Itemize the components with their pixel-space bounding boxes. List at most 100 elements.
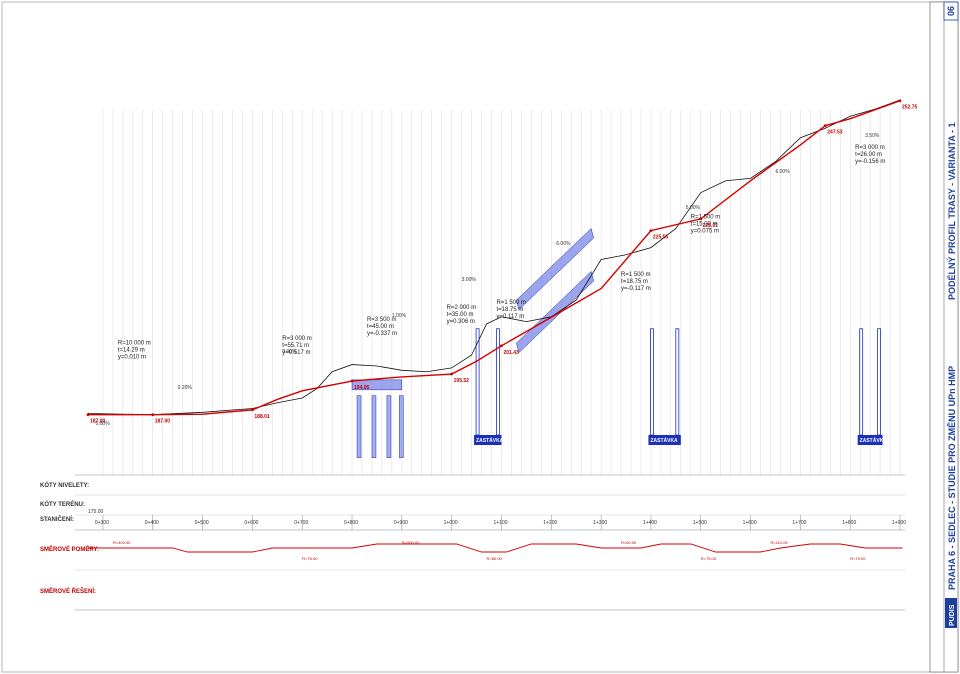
gradient-label: 3.50% [865, 133, 880, 139]
station-label: 1+800 [842, 520, 856, 526]
stop-bar [857, 435, 883, 445]
curve-param: R=2 000 m [447, 305, 477, 311]
station-grid [102, 110, 901, 475]
grade-line [88, 100, 901, 416]
station-label: 1+100 [493, 520, 507, 526]
curve-param: R=3 500 m [367, 317, 397, 323]
grade-polyline [88, 100, 901, 416]
stop-markers: ZASTÁVKA ZASTÁVKA ZASTÁVKA [351, 227, 888, 458]
data-bands: KÓTY NIVELETY: KÓTY TERÉNU: STANIČENÍ: S… [40, 474, 905, 611]
curve-param: t=18.75 m [621, 279, 648, 285]
row-label-teren: KÓTY TERÉNU: [40, 500, 85, 508]
curve-param: R=3 000 m [855, 145, 885, 151]
gradient-label: 5.00% [686, 205, 701, 211]
station-label: 0+900 [394, 520, 408, 526]
sheet-number: 06 [946, 6, 956, 16]
retaining-wall [516, 270, 594, 354]
curve-param: y=0.010 m [118, 355, 146, 361]
station-label: 1+000 [444, 520, 458, 526]
curve-param: R=1 500 m [497, 300, 527, 306]
radius-label: R=75.00 [701, 556, 717, 561]
elevation-label: 195.52 [454, 378, 470, 384]
elevation-label: 252.75 [902, 105, 918, 111]
station-label: 1+700 [792, 520, 806, 526]
curve-param: y=0.517 m [282, 350, 310, 356]
station-label: 1+500 [693, 520, 707, 526]
gradient-label: 6.00% [556, 241, 571, 247]
radius-label: R=500.00 [402, 540, 420, 545]
curve-param: y=-0.117 m [621, 286, 651, 292]
radius-label: R=110.00 [770, 540, 788, 545]
company-name: PUDIS [949, 604, 956, 626]
curve-param: y=0.306 m [447, 319, 475, 325]
elevation-point [500, 344, 503, 348]
radius-label: R=80.00 [487, 556, 503, 561]
station-label: 1+400 [643, 520, 657, 526]
station-label: 0+500 [195, 520, 209, 526]
curve-param: t=18.75 m [497, 307, 524, 313]
curve-param: y=-0.156 m [855, 159, 885, 165]
station-label: 0+700 [294, 520, 308, 526]
stop-pillar [496, 328, 500, 436]
curve-param: R=1 500 m [691, 215, 721, 221]
stop-pillar [877, 328, 881, 436]
stop-label: ZASTÁVKA [476, 437, 504, 444]
vertical-curve-params: R=10 000 mt=14.29 my=0.010 mR=3 000 mt=5… [118, 145, 885, 361]
curve-param: t=35.00 m [447, 312, 474, 318]
row-label-smerove-pomery: SMĚROVÉ POMĚRY: [40, 545, 99, 553]
curve-param: t=14.29 m [118, 348, 145, 354]
sheet-subtitle: PODÉLNÝ PROFIL TRASY - VARIANTA - 1 [946, 122, 957, 300]
stop-bar [474, 435, 502, 445]
elevation-point [86, 413, 90, 417]
elevation-point [350, 379, 354, 383]
stop-bar [648, 435, 681, 445]
row-label-staniceni: STANIČENÍ: [40, 515, 74, 523]
stop-pillar [675, 328, 680, 436]
station-label: 0+300 [95, 520, 109, 526]
curve-param: t=55.71 m [282, 343, 309, 349]
radius-label: R=60.00 [621, 540, 637, 545]
curve-param: R=3 000 m [282, 336, 312, 342]
elevation-label: 187.00 [155, 419, 171, 425]
station-labels: 0+300 0+400 0+500 0+600 0+700 0+800 0+900 1+000… [95, 515, 906, 530]
bridge-deck [351, 379, 403, 391]
curve-param: R=1 500 m [621, 272, 651, 278]
curve-param: y=-0.337 m [367, 331, 397, 337]
elevation-label: 247.53 [827, 130, 843, 136]
curve-param: y=0.117 m [497, 314, 525, 320]
elevation-point [823, 124, 827, 128]
stop-label: ZASTÁVKA [650, 437, 678, 444]
title-block: 06 PODÉLNÝ PROFIL TRASY - VARIANTA - 1 P… [929, 1, 959, 673]
bridge-pier [386, 395, 392, 458]
elevation-label: 228.01 [703, 223, 719, 229]
elevation-point [250, 408, 254, 412]
gradient-labels: 0.00% 0.20% 3.00% 1.00% 3.00% 6.00% 5.00% 6.00%… [95, 133, 879, 427]
terrain-line [87, 99, 901, 416]
gradient-label: 6.00% [775, 169, 790, 175]
elevation-point [699, 217, 703, 221]
elevation-point [898, 99, 902, 103]
gradient-label: 0.20% [178, 385, 193, 391]
company-logo [945, 598, 957, 628]
retaining-wall [516, 227, 594, 311]
elevation-label: 225.55 [653, 235, 669, 241]
terrain-polyline [87, 99, 901, 416]
gradient-label: 1.00% [392, 313, 407, 319]
row-label-niveleta: KÓTY NIVELETY: [40, 481, 89, 489]
curve-param: t=45.00 m [367, 324, 394, 330]
station-label: 1+200 [543, 520, 557, 526]
horizontal-alignment-band: R=400.00 R=75.00 R=500.00 R=80.00 R=60.00 R=7… [88, 540, 903, 561]
stop-pillar [650, 328, 654, 436]
sheet-title: PRAHA 6 - SEDLEC - STUDIE PRO ZMĚNU UPn … [946, 366, 957, 590]
gradient-label: 3.00% [282, 349, 297, 355]
stop-label: ZASTÁVKA [860, 437, 888, 444]
curve-param: t=15.00 m [691, 222, 718, 228]
curve-param: R=10 000 m [118, 341, 151, 347]
bridge-pier [371, 395, 377, 458]
reference-level: 175.00 [88, 509, 104, 515]
alignment-polyline [88, 543, 903, 553]
station-label: 0+400 [145, 520, 159, 526]
elevation-label: 188.01 [254, 414, 270, 420]
stop-pillar [475, 328, 480, 436]
